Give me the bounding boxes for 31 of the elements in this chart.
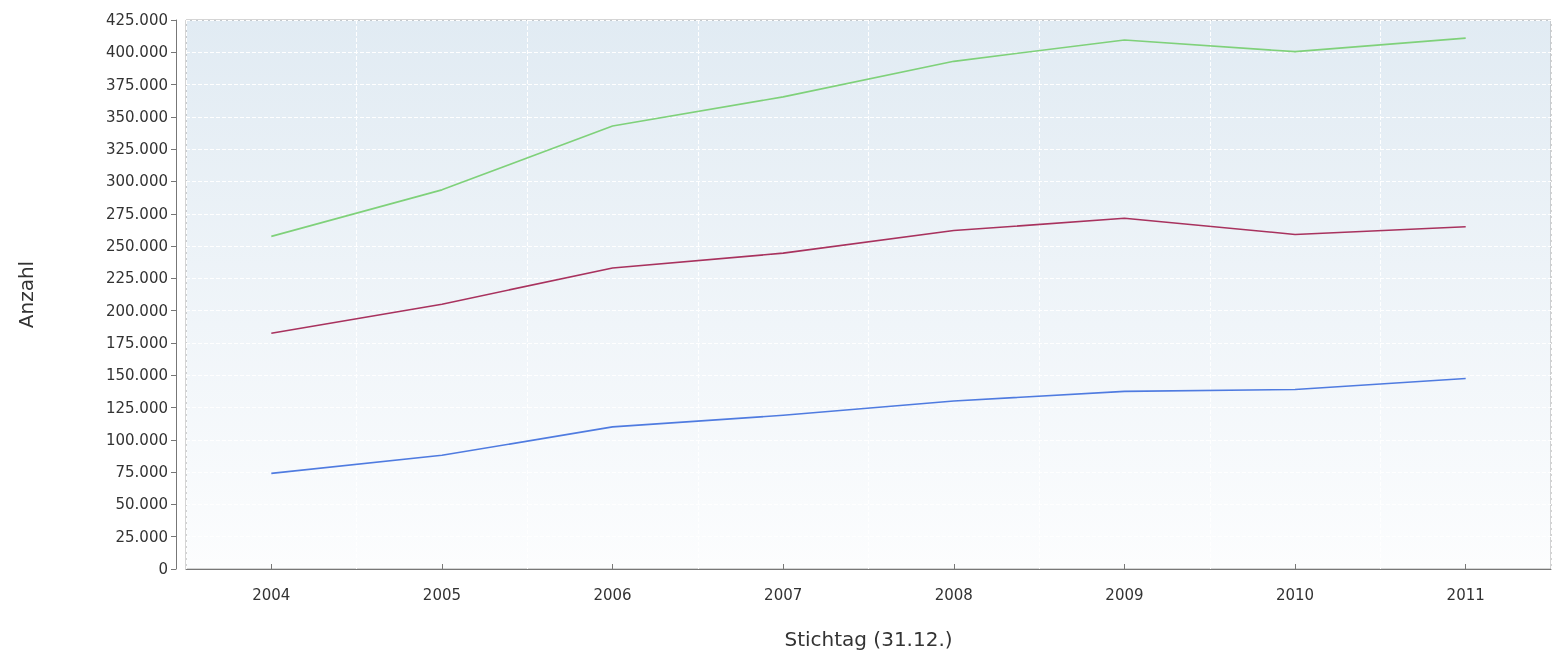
line-series (270, 377, 1467, 475)
x-tick-label: 2004 (252, 585, 291, 604)
y-tick-label: 250.000 (105, 237, 168, 256)
y-tick-label: 325.000 (105, 140, 168, 159)
line-series (270, 217, 1467, 335)
x-tick-label: 2005 (422, 585, 462, 604)
x-tick-label: 2007 (764, 585, 803, 604)
x-tick-label: 2008 (934, 585, 973, 604)
y-tick-label: 100.000 (105, 430, 168, 449)
y-tick-label: 0 (158, 560, 168, 578)
x-tick-label: 2006 (593, 585, 632, 604)
line-series (270, 37, 1467, 238)
y-axis-title: Anzahl (14, 260, 38, 329)
y-tick-label: 175.000 (105, 333, 168, 352)
y-tick-label: 225.000 (105, 269, 168, 288)
y-tick-label: 400.000 (105, 43, 168, 62)
x-tick-label: 2011 (1446, 585, 1485, 604)
y-tick-label: 150.000 (105, 366, 168, 385)
y-tick-label: 375.000 (105, 75, 168, 94)
y-tick-label: 75.000 (115, 463, 168, 482)
y-tick-label: 425.000 (105, 11, 168, 29)
x-axis-title: Stichtag (31.12.) (784, 627, 953, 651)
y-tick-label: 50.000 (115, 495, 168, 514)
x-tick-label: 2010 (1275, 585, 1315, 604)
y-tick-label: 125.000 (105, 398, 168, 417)
y-tick-label: 350.000 (105, 107, 168, 126)
y-tick-label: 200.000 (105, 301, 168, 320)
y-tick-label: 300.000 (105, 172, 168, 191)
y-tick-label: 25.000 (115, 527, 168, 546)
y-tick-label: 275.000 (105, 204, 168, 223)
x-tick-label: 2009 (1105, 585, 1144, 604)
